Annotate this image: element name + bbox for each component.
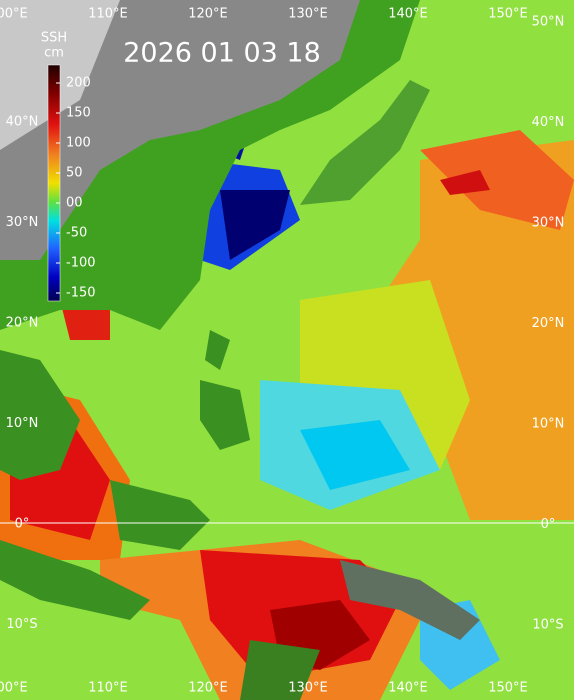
lat-label: 20°N xyxy=(6,316,39,331)
lat-label: 10°S xyxy=(532,618,563,633)
lon-label: 110°E xyxy=(88,7,128,22)
lon-label: 150°E xyxy=(488,681,528,696)
colorbar-title: SSH xyxy=(41,31,67,46)
lon-label: 130°E xyxy=(288,7,328,22)
colorbar-tick-label: 50 xyxy=(66,166,83,181)
map-title: 2026 01 03 18 xyxy=(123,38,321,69)
colorbar-tick-label: 150 xyxy=(66,106,91,121)
colorbar-unit: cm xyxy=(44,46,64,61)
lat-label: 0° xyxy=(15,517,30,532)
lon-label: 100°E xyxy=(0,681,28,696)
lon-label: 130°E xyxy=(288,681,328,696)
lon-label: 120°E xyxy=(188,7,228,22)
colorbar xyxy=(47,64,61,302)
lat-label: 30°N xyxy=(532,216,565,231)
lon-label: 140°E xyxy=(388,7,428,22)
lat-label: 10°S xyxy=(6,617,37,632)
lon-label: 140°E xyxy=(388,681,428,696)
lat-label: 40°N xyxy=(6,115,39,130)
lat-label: 0° xyxy=(541,517,556,532)
colorbar-tick-label: -150 xyxy=(66,286,96,301)
lat-label: 10°N xyxy=(6,416,39,431)
colorbar-tick-label: 100 xyxy=(66,136,91,151)
lat-label: 20°N xyxy=(532,316,565,331)
lat-label: 30°N xyxy=(6,215,39,230)
colorbar-tick-label: -100 xyxy=(66,256,96,271)
lat-label: 50°N xyxy=(532,15,565,30)
lon-label: 110°E xyxy=(88,681,128,696)
colorbar-tick-label: -50 xyxy=(66,226,87,241)
lon-label: 120°E xyxy=(188,681,228,696)
lon-label: 150°E xyxy=(488,7,528,22)
lat-label: 10°N xyxy=(532,417,565,432)
lon-label: 100°E xyxy=(0,7,28,22)
lat-label: 40°N xyxy=(532,115,565,130)
colorbar-tick-label: 200 xyxy=(66,76,91,91)
colorbar-tick-label: 00 xyxy=(66,196,83,211)
